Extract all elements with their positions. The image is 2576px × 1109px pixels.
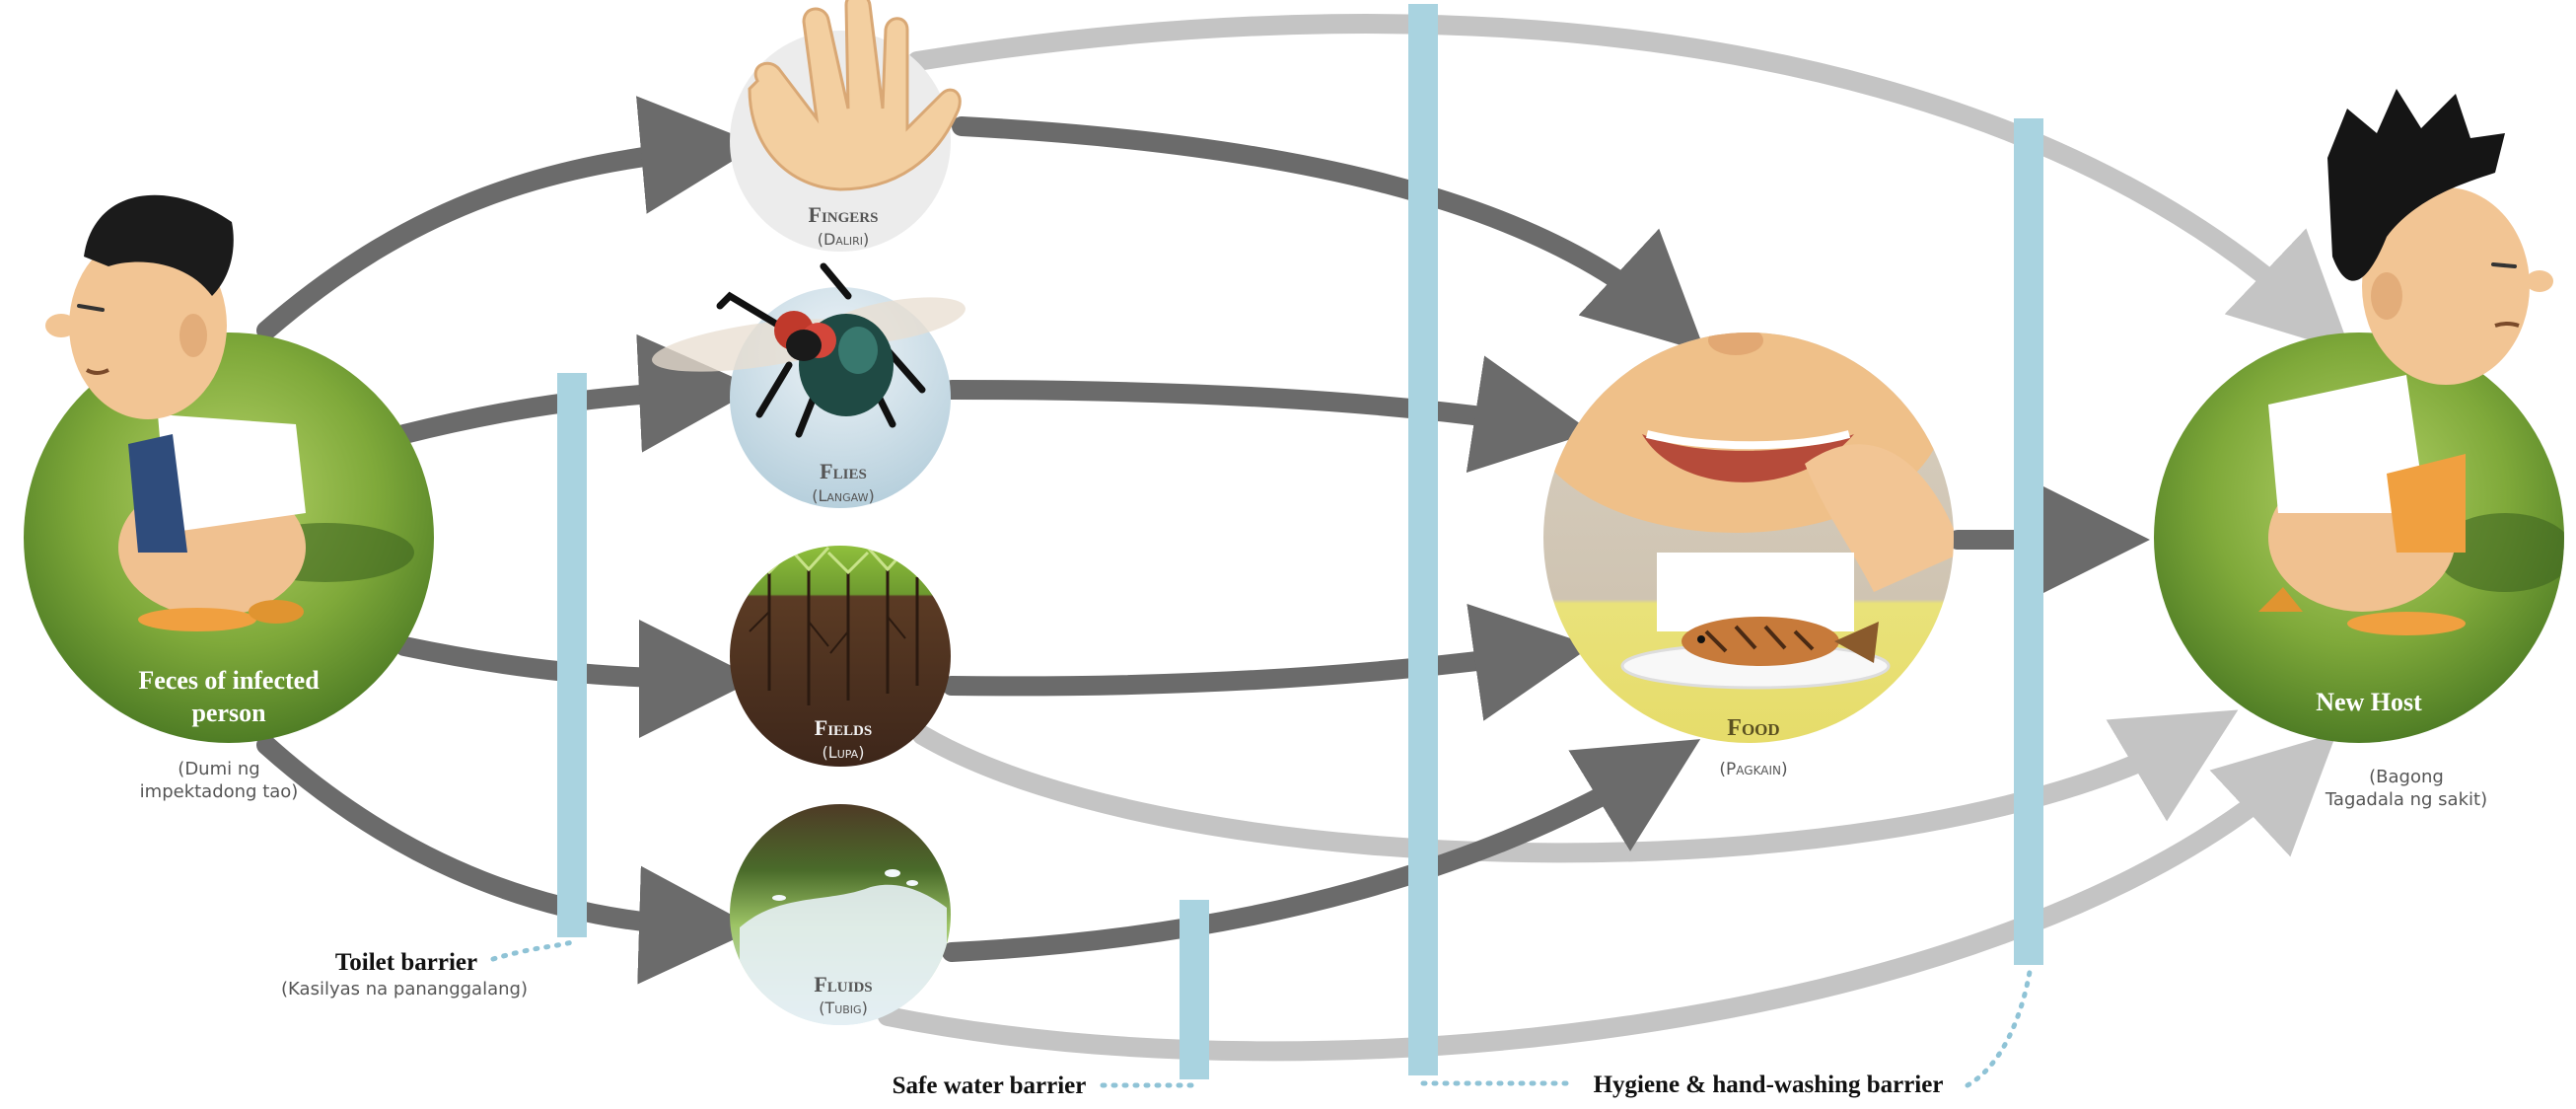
- source-sub-line1: (Dumi ng: [178, 759, 259, 779]
- arrow-source-to-fingers: [256, 96, 759, 340]
- fields-sub: (Lupa): [823, 743, 865, 762]
- hand-icon: [748, 0, 962, 191]
- host-label: New Host: [2316, 688, 2422, 716]
- host-sub-line2: Tagadala ng sakit): [2325, 789, 2487, 810]
- fluids-node: Fluids (Tubig): [730, 804, 951, 1025]
- toilet-barrier-sub: (Kasilyas na pananggalang): [281, 979, 528, 999]
- arrow-fluids-to-food: [942, 739, 1701, 962]
- arrow-fields-to-host: [912, 709, 2239, 863]
- source-label-line1: Feces of infected: [138, 666, 320, 695]
- host-sub-line1: (Bagong: [2369, 767, 2444, 787]
- source-node: Feces of infected person: [24, 194, 434, 743]
- toilet-barrier-bar: [557, 373, 587, 937]
- safe-water-barrier-label: Safe water barrier: [893, 1072, 1087, 1099]
- arrow-source-to-fluids: [256, 735, 757, 985]
- arrow-fields-to-food: [942, 603, 1593, 721]
- hygiene-barrier-bar-main: [1408, 4, 1438, 1075]
- food-node: Food: [1543, 333, 1954, 743]
- soil-roots-illustration: [748, 546, 919, 705]
- fields-label: Fields: [815, 715, 872, 740]
- arrow-flies-to-food: [942, 355, 1593, 474]
- toilet-barrier-leader: [490, 939, 575, 962]
- toilet-barrier-label: Toilet barrier: [335, 949, 477, 976]
- food-sub: (Pagkain): [1719, 760, 1787, 779]
- flies-sub: (Langaw): [812, 486, 874, 505]
- flies-label: Flies: [820, 459, 867, 483]
- hygiene-barrier-bar-secondary: [2014, 118, 2043, 965]
- fish-icon: [1682, 617, 1879, 666]
- safe-water-barrier-bar: [1180, 900, 1209, 1079]
- fluids-sub: (Tubig): [819, 998, 868, 1017]
- fingers-sub: (Daliri): [818, 230, 870, 249]
- flies-node: Flies (Langaw): [652, 262, 966, 508]
- arrow-fluids-to-host: [878, 732, 2337, 1062]
- fly-icon: [652, 262, 966, 438]
- fingers-node: Fingers (Daliri): [730, 0, 962, 252]
- source-sub-line2: impektadong tao): [140, 781, 299, 802]
- new-host-figure: [2258, 89, 2553, 635]
- fingers-label: Fingers: [809, 202, 879, 227]
- fluids-label: Fluids: [814, 972, 872, 997]
- water-illustration: [740, 869, 947, 1025]
- infected-person-figure: [45, 194, 306, 631]
- hygiene-barrier-label: Hygiene & hand-washing barrier: [1594, 1072, 1944, 1098]
- arrow-fingers-to-food: [952, 116, 1706, 353]
- source-label-line2: person: [191, 699, 266, 727]
- food-label: Food: [1727, 715, 1779, 741]
- arrow-fingers-to-host: [907, 14, 2352, 353]
- hygiene-barrier-leader-right: [1965, 969, 2033, 1088]
- fields-node: Fields (Lupa): [730, 546, 951, 767]
- host-node: New Host: [2154, 89, 2564, 743]
